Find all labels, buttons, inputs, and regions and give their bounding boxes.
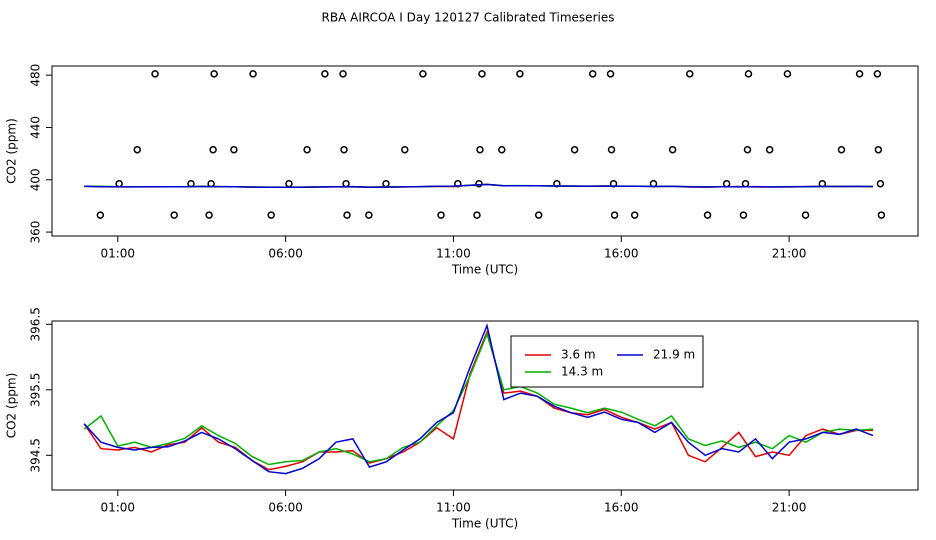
legend-label: 14.3 m — [561, 365, 603, 379]
data-point — [382, 179, 390, 188]
legend-label: 21.9 m — [653, 348, 695, 362]
data-point — [209, 145, 217, 154]
data-point — [133, 145, 142, 154]
y-tick-label: 395.5 — [29, 373, 43, 407]
data-point — [343, 211, 351, 219]
plot-frame — [51, 65, 919, 237]
data-point — [874, 145, 883, 154]
data-point — [873, 70, 882, 78]
x-tick-label: 11:00 — [436, 501, 471, 515]
legend: 3.6 m 14.3 m 21.9 m — [510, 335, 704, 388]
data-point — [588, 70, 597, 78]
y-tick-label: 360 — [29, 221, 43, 244]
y-tick-label: 480 — [29, 64, 43, 87]
data-point — [205, 211, 213, 219]
data-point — [783, 70, 792, 78]
data-point — [115, 179, 123, 188]
x-tick-label: 06:00 — [268, 501, 303, 515]
data-point — [606, 70, 615, 78]
data-point — [877, 211, 886, 219]
x-tick-label: 06:00 — [268, 247, 303, 261]
x-tick-label: 16:00 — [604, 247, 639, 261]
x-tick-label: 01:00 — [100, 247, 135, 261]
data-point — [230, 145, 238, 154]
x-tick-label: 01:00 — [100, 501, 135, 515]
y-axis-label: CO2 (ppm) — [5, 118, 19, 184]
series-line — [83, 331, 874, 466]
data-point — [722, 179, 731, 188]
series-line — [84, 183, 874, 189]
x-tick-label: 21:00 — [772, 501, 807, 515]
data-point — [210, 70, 218, 78]
data-point — [151, 70, 159, 78]
data-point — [630, 211, 639, 219]
y-tick-label: 396.5 — [29, 307, 43, 341]
data-point — [365, 211, 373, 219]
data-point — [743, 145, 752, 154]
y-tick-label: 394.5 — [29, 438, 43, 472]
data-point — [285, 179, 293, 188]
y-tick-label: 440 — [29, 116, 43, 139]
legend-box — [510, 335, 704, 388]
data-point — [610, 211, 619, 219]
data-point — [801, 211, 810, 219]
data-point — [741, 179, 750, 188]
data-point — [876, 179, 885, 188]
data-point — [837, 145, 846, 154]
data-point — [321, 70, 329, 78]
data-point — [342, 179, 350, 188]
data-point — [686, 70, 694, 78]
data-point — [249, 70, 257, 78]
data-point — [419, 70, 427, 78]
data-point — [339, 70, 347, 78]
plot-frame — [51, 320, 919, 491]
data-point — [744, 70, 753, 78]
y-tick-label: 400 — [29, 168, 43, 191]
x-tick-label: 16:00 — [604, 501, 639, 515]
series-line — [83, 323, 874, 475]
x-axis-label: Time (UTC) — [451, 517, 518, 531]
data-point — [437, 211, 445, 219]
data-point — [703, 211, 712, 219]
x-tick-label: 11:00 — [436, 247, 471, 261]
data-point — [401, 145, 409, 154]
data-point — [498, 145, 506, 154]
data-point — [607, 145, 616, 154]
data-point — [267, 211, 275, 219]
data-point — [340, 145, 348, 154]
data-point — [570, 145, 579, 154]
data-point — [534, 211, 543, 219]
data-point — [303, 145, 311, 154]
x-axis-label: Time (UTC) — [451, 263, 518, 277]
series-line — [83, 329, 873, 471]
data-point — [473, 211, 481, 219]
data-point — [475, 179, 483, 188]
y-axis-label: CO2 (ppm) — [5, 373, 19, 439]
legend-label: 3.6 m — [561, 348, 596, 362]
data-point — [96, 211, 105, 219]
data-point — [170, 211, 178, 219]
data-point — [478, 70, 486, 78]
data-point — [668, 145, 677, 154]
data-point — [516, 70, 524, 78]
data-point — [739, 211, 748, 219]
x-tick-label: 21:00 — [772, 247, 807, 261]
page-title: RBA AIRCOA I Day 120127 Calibrated Times… — [322, 11, 615, 25]
data-point — [765, 145, 774, 154]
data-point — [476, 145, 484, 154]
data-point — [855, 70, 864, 78]
